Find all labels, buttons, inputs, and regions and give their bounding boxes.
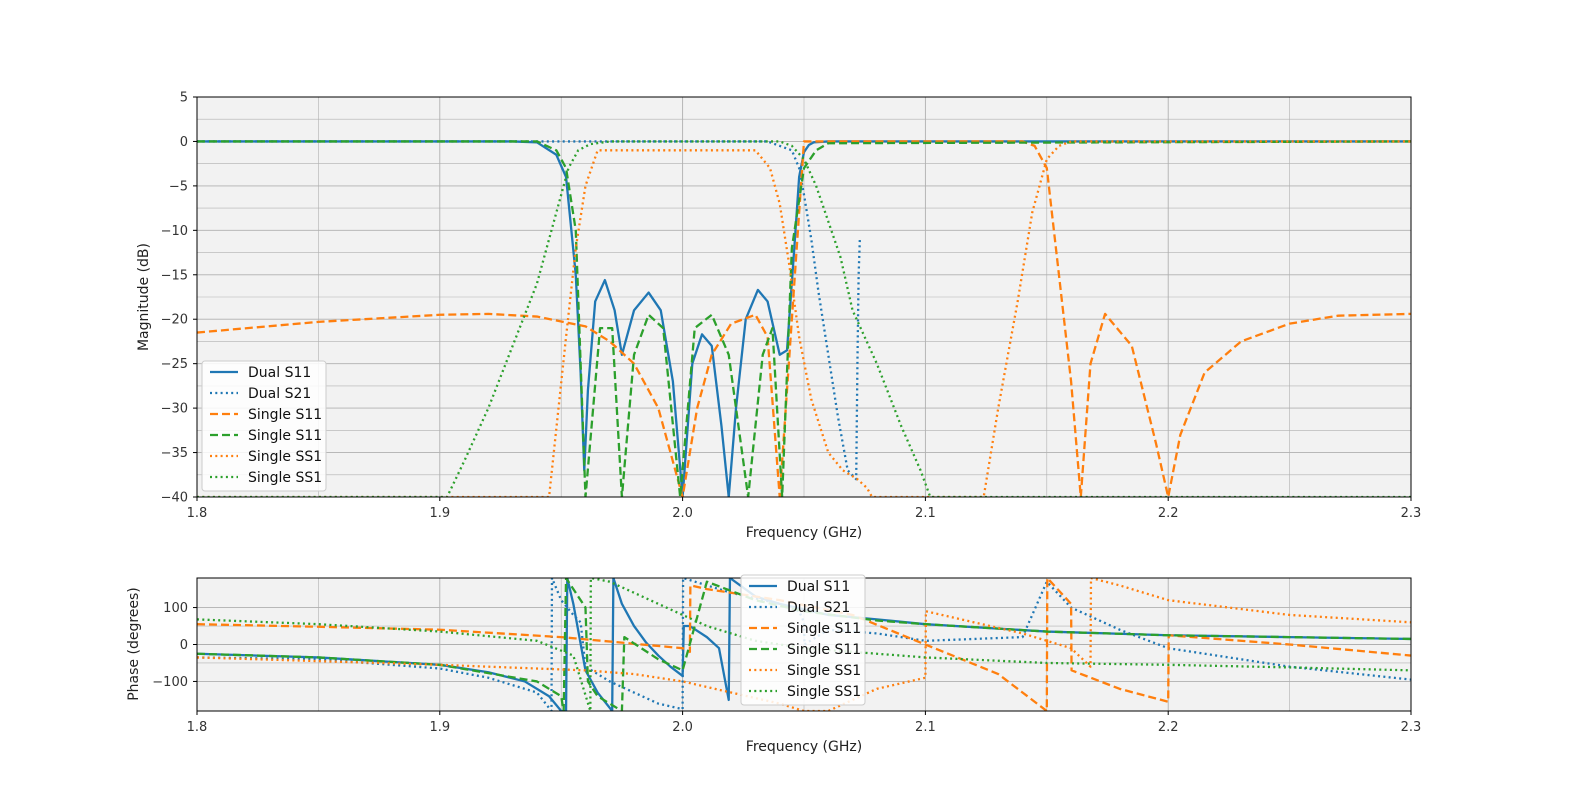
- magnitude-x-tick-label: 1.9: [429, 506, 450, 521]
- magnitude-series-5: [197, 140, 1411, 497]
- magnitude-x-tick-label: 1.8: [187, 506, 208, 521]
- magnitude-legend-label: Dual S21: [248, 386, 311, 402]
- magnitude-legend-label: Single SS1: [248, 470, 322, 486]
- phase-x-tick-label: 2.2: [1158, 720, 1179, 735]
- magnitude-legend-label: Single S11: [248, 428, 322, 444]
- phase-y-axis-label: Phase (degrees): [126, 587, 142, 701]
- magnitude-y-tick-label: 0: [180, 135, 188, 150]
- magnitude-y-tick-label: −40: [161, 491, 188, 506]
- phase-x-tick-label: 2.1: [915, 720, 936, 735]
- phase-x-axis-label: Frequency (GHz): [746, 739, 862, 755]
- magnitude-legend-label: Dual S11: [248, 365, 311, 381]
- magnitude-legend: Dual S11 Dual S21 Single S11 Single S11 Sing…: [201, 360, 327, 492]
- phase-legend-label: Single S11: [787, 621, 861, 637]
- magnitude-y-tick-label: −35: [161, 446, 188, 461]
- magnitude-legend-label: Single SS1: [248, 449, 322, 465]
- phase-series-4: [197, 578, 1411, 711]
- phase-series-3: [197, 578, 1411, 711]
- magnitude-y-tick-label: −5: [169, 179, 188, 194]
- phase-x-tick-label: 1.8: [187, 720, 208, 735]
- magnitude-y-tick-label: −10: [161, 224, 188, 239]
- phase-legend-label: Dual S11: [787, 579, 850, 595]
- phase-x-tick-label: 2.3: [1401, 720, 1422, 735]
- phase-legend-label: Dual S21: [787, 600, 850, 616]
- phase-legend-label: Single SS1: [787, 663, 861, 679]
- magnitude-y-tick-label: 5: [180, 91, 188, 106]
- phase-x-tick-label: 2.0: [672, 720, 693, 735]
- magnitude-series-6: [197, 140, 1411, 497]
- phase-panel: 1.8 1.9 2.0 2.1 2.2 2.3 100 0 −100 Frequency (GH…: [126, 574, 1421, 755]
- magnitude-legend-label: Single S11: [248, 407, 322, 423]
- phase-x-tick-label: 1.9: [429, 720, 450, 735]
- phase-legend-label: Single S11: [787, 642, 861, 658]
- magnitude-x-axis-label: Frequency (GHz): [746, 525, 862, 541]
- magnitude-lines: [197, 140, 1411, 497]
- phase-y-tick-label: 0: [180, 638, 188, 653]
- phase-y-tick-label: −100: [152, 675, 188, 690]
- magnitude-x-tick-label: 2.2: [1158, 506, 1179, 521]
- magnitude-x-tick-label: 2.0: [672, 506, 693, 521]
- magnitude-y-tick-label: −15: [161, 268, 188, 283]
- phase-legend: Dual S11 Dual S21 Single S11 Single S11 Sing…: [740, 574, 866, 706]
- magnitude-x-tick-label: 2.1: [915, 506, 936, 521]
- magnitude-series-2: [197, 140, 861, 481]
- magnitude-ticks: 1.8 1.9 2.0 2.1 2.2 2.3 5 0 −5 −10 −15 −20 −25 −30 −35…: [161, 91, 1422, 522]
- magnitude-y-tick-label: −25: [161, 357, 188, 372]
- phase-ticks: 1.8 1.9 2.0 2.1 2.2 2.3 100 0 −100: [152, 601, 1421, 735]
- phase-series-2: [197, 578, 1411, 711]
- magnitude-series-4: [197, 140, 1411, 497]
- phase-legend-label: Single SS1: [787, 684, 861, 700]
- phase-y-tick-label: 100: [163, 601, 188, 616]
- magnitude-series-3: [197, 140, 1411, 497]
- magnitude-y-axis-label: Magnitude (dB): [136, 243, 152, 351]
- phase-series-6: [197, 578, 1411, 711]
- magnitude-frame: [196, 96, 1412, 498]
- magnitude-y-tick-label: −20: [161, 313, 188, 328]
- magnitude-panel: 1.8 1.9 2.0 2.1 2.2 2.3 5 0 −5 −10 −15 −20 −25 −30 −35…: [136, 91, 1421, 542]
- magnitude-x-tick-label: 2.3: [1401, 506, 1422, 521]
- magnitude-y-tick-label: −30: [161, 402, 188, 417]
